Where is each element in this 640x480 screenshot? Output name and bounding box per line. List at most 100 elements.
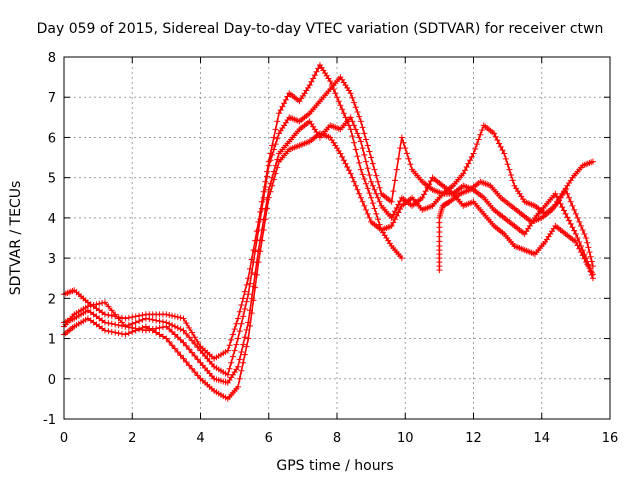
data-point-marker (241, 334, 248, 341)
data-point-marker (393, 204, 400, 211)
data-point-marker (577, 249, 584, 256)
data-point-marker (122, 323, 129, 330)
data-point-marker (272, 141, 279, 148)
data-point-marker (174, 324, 181, 331)
data-point-marker (191, 334, 198, 341)
data-point-marker (174, 334, 181, 341)
data-point-marker (567, 220, 574, 227)
data-point-marker (186, 334, 193, 341)
data-point-marker (397, 145, 404, 152)
data-point-marker (349, 94, 356, 101)
data-point-marker (119, 322, 126, 329)
data-point-marker (180, 355, 187, 362)
data-point-marker (277, 106, 284, 113)
data-point-marker (572, 210, 579, 217)
data-point-marker (311, 72, 318, 79)
data-point-marker (494, 137, 501, 144)
data-point-marker (245, 335, 252, 342)
data-point-marker (359, 198, 366, 205)
data-point-marker (364, 142, 371, 149)
data-point-marker (171, 323, 178, 330)
data-point-marker (364, 185, 371, 192)
data-point-marker (194, 372, 201, 379)
data-point-marker (397, 198, 404, 205)
data-point-marker (112, 311, 119, 318)
data-point-marker (344, 163, 351, 170)
series-track-b (61, 74, 596, 378)
data-point-marker (351, 99, 358, 106)
x-tick-label: 8 (333, 431, 341, 446)
data-point-marker (359, 171, 366, 178)
data-point-marker (188, 337, 195, 344)
data-point-marker (129, 314, 136, 321)
data-point-marker (352, 104, 359, 111)
data-point-marker (424, 184, 431, 191)
data-point-marker (272, 126, 279, 133)
data-point-marker (125, 314, 132, 321)
data-point-marker (463, 163, 470, 170)
x-tick-label: 14 (533, 431, 550, 446)
data-point-marker (337, 150, 344, 157)
data-point-marker (347, 90, 354, 97)
data-point-marker (243, 298, 250, 305)
data-point-marker (308, 78, 315, 85)
data-point-marker (191, 352, 198, 359)
series-track-c (61, 114, 596, 386)
data-point-marker (228, 359, 235, 366)
data-point-marker (122, 315, 129, 322)
data-point-marker (552, 190, 559, 197)
data-point-marker (253, 271, 260, 278)
data-point-marker (163, 311, 170, 318)
data-point-marker (557, 200, 564, 207)
data-point-marker (356, 190, 363, 197)
data-point-marker (226, 342, 233, 349)
data-point-marker (257, 248, 264, 255)
data-point-marker (264, 205, 271, 212)
data-point-marker (373, 172, 380, 179)
data-point-marker (586, 249, 593, 256)
data-point-marker (188, 365, 195, 372)
data-point-marker (282, 96, 289, 103)
data-point-marker (238, 348, 245, 355)
data-point-marker (504, 161, 511, 168)
data-point-marker (241, 351, 248, 358)
data-point-marker (574, 214, 581, 221)
data-point-marker (188, 329, 195, 336)
data-point-marker (243, 326, 250, 333)
data-point-marker (374, 194, 381, 201)
data-point-marker (257, 208, 264, 215)
data-point-marker (398, 255, 405, 262)
data-point-marker (115, 330, 122, 337)
data-point-marker (108, 312, 115, 319)
data-point-marker (357, 166, 364, 173)
y-tick-label: 3 (48, 252, 56, 267)
data-point-marker (497, 143, 504, 150)
data-point-marker (153, 317, 160, 324)
data-point-marker (354, 130, 361, 137)
series-track-a (61, 62, 405, 362)
data-point-marker (352, 126, 359, 133)
data-point-marker (177, 352, 184, 359)
data-point-marker (180, 315, 187, 322)
data-point-marker (357, 138, 364, 145)
data-point-marker (470, 150, 477, 157)
data-point-marker (335, 98, 342, 105)
data-point-marker (576, 218, 583, 225)
data-point-marker (364, 210, 371, 217)
y-tick-label: 7 (48, 91, 56, 106)
data-point-marker (574, 242, 581, 249)
data-point-marker (374, 178, 381, 185)
data-point-marker (238, 302, 245, 309)
data-point-marker (393, 212, 400, 219)
data-point-marker (577, 222, 584, 229)
data-point-marker (183, 320, 190, 327)
data-point-marker (388, 222, 395, 229)
x-tick-label: 4 (196, 431, 204, 446)
y-tick-label: 8 (48, 51, 56, 66)
data-point-marker (366, 171, 373, 178)
data-point-marker (246, 280, 253, 287)
data-point-marker (163, 335, 170, 342)
data-point-marker (159, 318, 166, 325)
data-point-marker (255, 259, 262, 266)
data-point-marker (356, 134, 363, 141)
